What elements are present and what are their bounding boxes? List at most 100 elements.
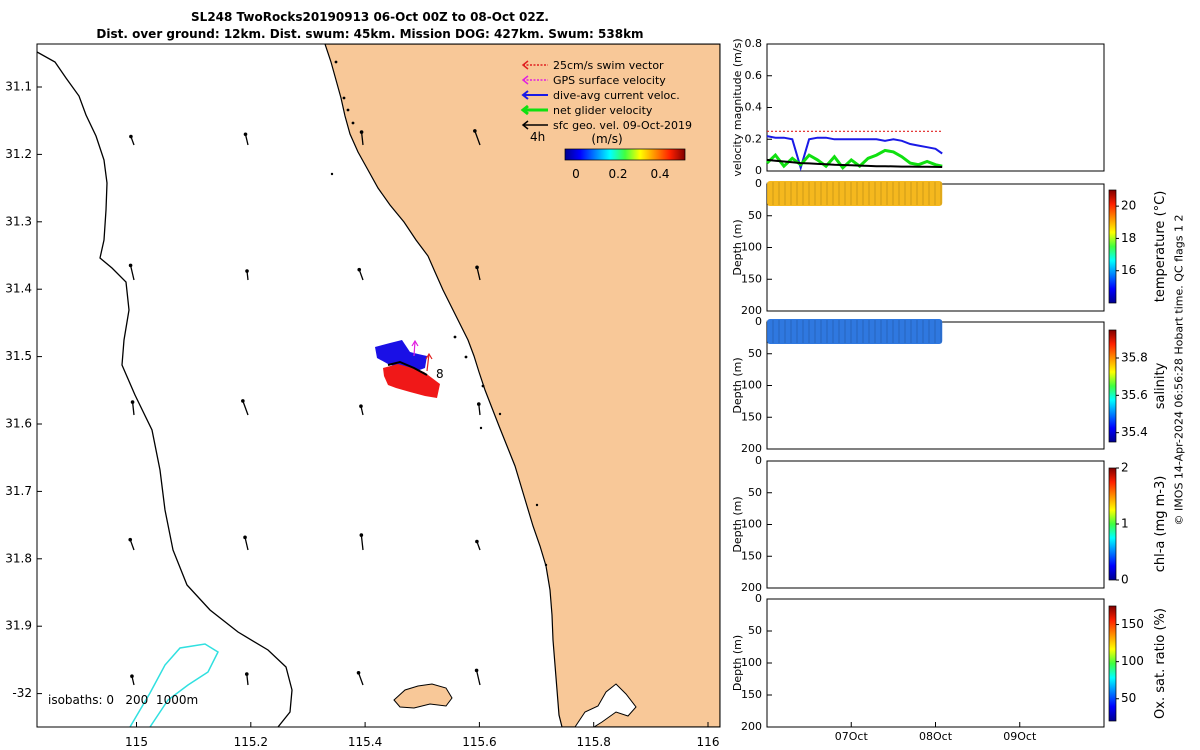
- colorbar: [1108, 329, 1117, 443]
- y-axis-label: Depth (m): [731, 496, 744, 552]
- panel-4: 0 50 100 150 200 Depth (m) 0 1 2 chl-a (mg m-3): [731, 454, 1168, 594]
- geo-velocity-arrow: [242, 400, 249, 416]
- y-tick-label: 200: [741, 442, 762, 455]
- geo-arrow-tip: [357, 267, 362, 272]
- legend-swim-label: 25cm/s swim vector: [553, 59, 664, 72]
- geo-arrow-tip: [128, 537, 133, 542]
- geo-arrow-tip: [359, 130, 364, 134]
- map-legend: 25cm/s swim vector GPS surface velocity …: [520, 59, 692, 181]
- geo-velocity-arrow: [246, 673, 249, 686]
- y-tick-label: 50: [748, 209, 762, 222]
- map-x-tick-label: 115.4: [348, 735, 382, 749]
- chart-title-line1: SL248 TwoRocks20190913 06-Oct 00Z to 08-…: [191, 10, 549, 24]
- colorbar-tick-label: 1: [1121, 517, 1129, 531]
- geo-arrow-tip: [473, 129, 477, 133]
- chart-title-line2: Dist. over ground: 12km. Dist. swum: 45k…: [96, 27, 644, 41]
- surface-velocity-arrows: [128, 129, 481, 686]
- legend-sfc-label: sfc geo. vel. 09-Oct-2019: [553, 119, 692, 132]
- map-y-tick-label: 31.2: [5, 147, 32, 161]
- profile-data-block: [767, 319, 943, 345]
- y-axis-label: Depth (m): [731, 357, 744, 413]
- y-tick-label: 0.8: [745, 37, 763, 50]
- legend-sfc-head: [521, 120, 529, 130]
- colorbar: [1108, 605, 1117, 722]
- isobaths-label: isobaths: 0 200 1000m: [48, 693, 198, 707]
- x-tick-label: 09Oct: [1003, 730, 1037, 743]
- y-tick-label: 0: [755, 164, 762, 177]
- geo-arrow-tip: [241, 399, 245, 403]
- geo-arrow-tip: [245, 269, 249, 273]
- estuary-inlet: [574, 683, 637, 727]
- geo-arrow-tip: [475, 539, 479, 544]
- colorbar-tick-label: 0: [1121, 573, 1129, 587]
- colorbar-tick-label: 35.4: [1121, 425, 1148, 439]
- geo-velocity-arrow: [475, 670, 481, 686]
- map-x-tick-label: 115.8: [577, 735, 611, 749]
- map-x-tick-label: 115.2: [234, 735, 268, 749]
- legend-dive-head: [521, 90, 529, 100]
- colorbar-tick: 0.4: [650, 167, 669, 181]
- y-tick-label: 150: [741, 410, 762, 423]
- geo-arrow-tip: [128, 263, 133, 268]
- geo-velocity-arrow: [244, 134, 249, 146]
- swim-velocity-arrow: [426, 353, 430, 372]
- colorbar-tick-label: 35.8: [1121, 351, 1148, 365]
- y-axis-label: velocity magnitude (m/s): [731, 38, 744, 176]
- colorbar: [1108, 189, 1117, 304]
- colorbar-tick-label: 16: [1121, 263, 1136, 277]
- colorbar-label: chl-a (mg m-3): [1153, 476, 1168, 573]
- time-label: 4h: [530, 130, 545, 144]
- speed-colorbar: [564, 148, 686, 161]
- geo-arrow-tip: [356, 670, 361, 675]
- panel-frame: [766, 43, 1105, 172]
- legend-net-head: [520, 104, 529, 116]
- map-y-tick-label: 31.4: [5, 282, 32, 296]
- colorbar-tick-label: 50: [1121, 691, 1136, 705]
- map-y-tick-label: 31.6: [5, 417, 32, 431]
- map-x-tick-label: 115: [125, 735, 148, 749]
- profile-data-block: [767, 181, 943, 207]
- geo-arrow-tip: [130, 674, 134, 679]
- y-tick-label: 50: [748, 347, 762, 360]
- geo-velocity-arrow: [360, 132, 364, 146]
- colorbar: [1108, 467, 1117, 581]
- island-south: [393, 683, 453, 709]
- y-tick-label: 200: [741, 581, 762, 594]
- geo-velocity-arrow: [360, 535, 364, 551]
- map-x-axis: 115 115.2 115.4 115.6 115.8 116: [125, 722, 719, 749]
- track-label: 8: [436, 367, 444, 381]
- geo-arrow-tip: [476, 402, 481, 406]
- geo-velocity-arrow: [474, 130, 481, 146]
- geo-velocity-arrow: [129, 265, 135, 281]
- y-tick-label: 100: [741, 379, 762, 392]
- track-net-velocity-line: [387, 360, 428, 376]
- legend-sfc-geo: sfc geo. vel. 09-Oct-2019: [521, 119, 692, 132]
- panel-5: 0 50 100 150 200 Depth (m) 50 100 150 Ox. sat. ra…: [731, 592, 1168, 743]
- colorbar-tick-label: 150: [1121, 617, 1144, 631]
- glider-track: [375, 339, 440, 398]
- series-line: [766, 135, 943, 172]
- y-tick-label: 50: [748, 486, 762, 499]
- y-tick-label: 150: [741, 272, 762, 285]
- x-tick-label: 07Oct: [835, 730, 869, 743]
- map-y-tick-label: 31.7: [5, 484, 32, 498]
- colorbar-tick-label: 100: [1121, 654, 1144, 668]
- colorbar-tick: 0.2: [608, 167, 627, 181]
- y-tick-label: 50: [748, 624, 762, 637]
- map-plot: 8 115 115.2 115.4 115.6 115.8 116 31.131.231.…: [5, 43, 721, 749]
- x-tick-label: 08Oct: [919, 730, 953, 743]
- geo-velocity-arrow: [476, 267, 481, 281]
- geo-arrow-tip: [359, 533, 364, 537]
- colorbar-tick-label: 35.6: [1121, 388, 1148, 402]
- geo-arrow-tip: [129, 134, 133, 139]
- y-tick-label: 0: [755, 177, 762, 190]
- y-axis-label: Depth (m): [731, 219, 744, 275]
- colorbar-label: Ox. sat. ratio (%): [1153, 608, 1168, 719]
- series-line: [765, 148, 943, 171]
- geo-velocity-arrow: [244, 537, 249, 551]
- map-y-tick-label: 31.8: [5, 551, 32, 565]
- geo-velocity-arrow: [358, 269, 364, 281]
- map-y-tick-label: -32: [12, 686, 32, 700]
